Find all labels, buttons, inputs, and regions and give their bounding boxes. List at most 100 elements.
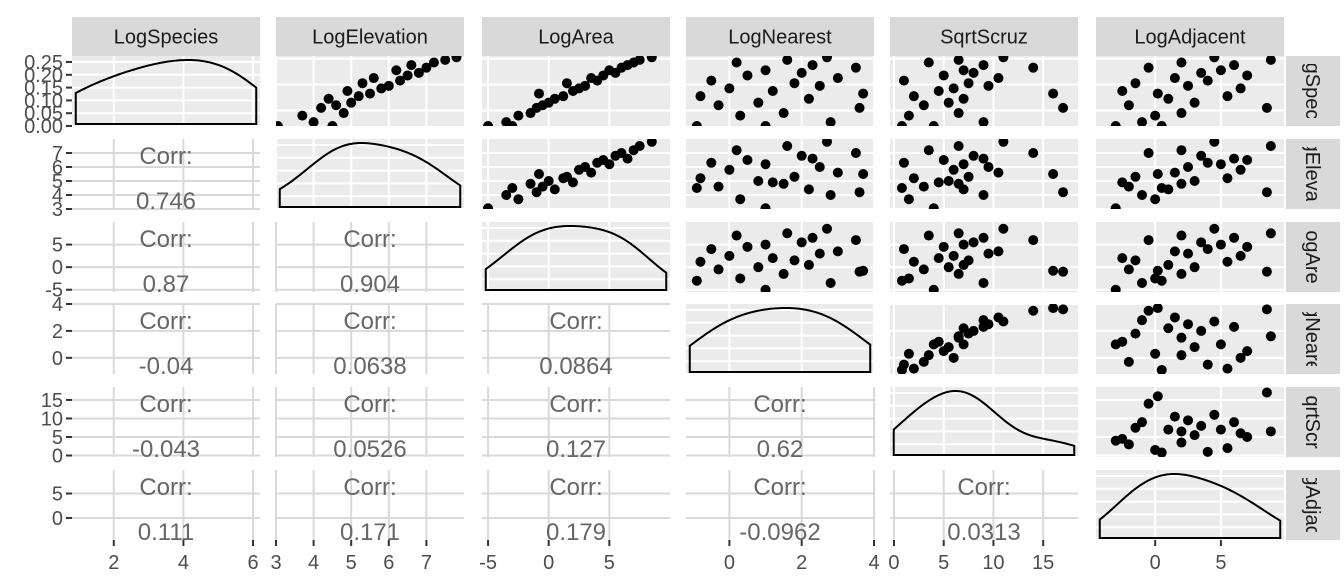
scatter-point bbox=[1110, 121, 1121, 126]
y-tick-label: 4 bbox=[52, 294, 63, 316]
y-tick-label: 7 bbox=[52, 143, 63, 165]
scatter-point bbox=[958, 65, 969, 76]
scatter-point bbox=[646, 139, 657, 147]
scatter-point bbox=[1163, 184, 1174, 195]
scatter-point bbox=[918, 181, 929, 192]
scatter-point bbox=[1176, 178, 1187, 189]
scatter-point bbox=[933, 336, 944, 347]
scatter-point bbox=[1183, 319, 1194, 330]
panel-logarea-lognearest bbox=[686, 222, 875, 292]
scatter-point bbox=[1229, 417, 1240, 428]
scatter-point bbox=[943, 262, 954, 273]
corr-label: Corr: bbox=[549, 308, 602, 335]
x-tick-label: 5 bbox=[938, 552, 949, 574]
y-axis: 0.000.050.100.150.200.2534567-5050240510… bbox=[24, 52, 72, 530]
scatter-point bbox=[1028, 235, 1039, 246]
y-tick-label: 5 bbox=[52, 235, 63, 257]
scatter-point bbox=[968, 150, 979, 161]
scatter-point bbox=[1117, 177, 1128, 188]
y-tick-label: 0 bbox=[52, 446, 63, 468]
scatter-point bbox=[724, 250, 735, 261]
x-tick-label: 2 bbox=[796, 552, 807, 574]
scatter-point bbox=[402, 70, 413, 81]
strip-right-logspecies: gSpec bbox=[1286, 56, 1340, 126]
scatter-point bbox=[1169, 246, 1180, 257]
scatter-point bbox=[1176, 437, 1187, 448]
scatter-point bbox=[1229, 232, 1240, 243]
scatter-point bbox=[1176, 268, 1187, 279]
scatter-point bbox=[858, 265, 869, 276]
corr-value: 0.62 bbox=[757, 436, 804, 463]
scatter-point bbox=[789, 171, 800, 182]
scatter-point bbox=[1189, 342, 1200, 353]
panel-background bbox=[686, 139, 874, 209]
x-tick-label: 7 bbox=[421, 552, 432, 574]
scatter-points bbox=[896, 304, 1069, 374]
scatter-point bbox=[406, 60, 417, 71]
scatter-point bbox=[923, 57, 934, 68]
scatter-point bbox=[948, 352, 959, 363]
panel-logspecies-sqrtscruz bbox=[890, 56, 1078, 126]
strip-right-logarea: ogAre bbox=[1286, 222, 1340, 292]
strip-right-sqrtscruz: qrtScr bbox=[1286, 387, 1340, 457]
y-tick-label: 0.15 bbox=[24, 78, 63, 100]
scatter-point bbox=[1169, 411, 1180, 422]
scatter-point bbox=[789, 78, 800, 89]
scatter-point bbox=[1176, 332, 1187, 343]
scatter-point bbox=[1176, 426, 1187, 437]
scatter-points bbox=[276, 56, 462, 126]
scatter-point bbox=[1242, 70, 1253, 81]
panel-logadjacent-logelevation: Corr: 0.171 bbox=[275, 470, 464, 546]
panel-lognearest-lognearest bbox=[686, 304, 875, 375]
scatter-point bbox=[1265, 228, 1276, 239]
scatter-points bbox=[896, 56, 1069, 126]
scatter-point bbox=[1235, 352, 1246, 363]
panel-background bbox=[890, 470, 1078, 540]
scatter-point bbox=[742, 70, 753, 81]
scatter-point bbox=[1209, 316, 1220, 327]
scatter-point bbox=[850, 62, 861, 73]
scatter-point bbox=[1242, 432, 1253, 442]
scatter-point bbox=[440, 56, 451, 65]
panel-logarea-logarea bbox=[482, 222, 670, 293]
scatter-point bbox=[1242, 155, 1253, 165]
scatter-point bbox=[903, 348, 914, 359]
scatter-point bbox=[483, 121, 494, 126]
scatter-point bbox=[898, 244, 909, 255]
strip-top-bg bbox=[686, 17, 874, 56]
strip-top-logelevation: LogElevation bbox=[276, 17, 464, 56]
scatter-point bbox=[695, 256, 706, 267]
strip-top-bg bbox=[276, 17, 464, 56]
panel-sqrtscruz-lognearest: Corr: 0.62 bbox=[686, 387, 875, 463]
scatter-point bbox=[933, 86, 944, 96]
strip-right-bg bbox=[1286, 387, 1340, 457]
scatter-points bbox=[691, 139, 869, 209]
strip-top-label: LogNearest bbox=[728, 27, 832, 49]
strip-right-label: gNeare bbox=[1301, 306, 1323, 372]
scatter-point bbox=[691, 121, 702, 126]
scatter-point bbox=[789, 255, 800, 266]
y-tick-label: 10 bbox=[41, 408, 63, 430]
scatter-point bbox=[1265, 56, 1276, 65]
scatter-point bbox=[923, 145, 934, 156]
scatter-point bbox=[604, 159, 615, 170]
scatter-point bbox=[1163, 323, 1174, 334]
x-tick-label: -5 bbox=[479, 552, 497, 574]
panel-background bbox=[276, 139, 464, 209]
scatter-point bbox=[963, 171, 974, 182]
scatter-points bbox=[483, 56, 657, 126]
scatter-point bbox=[525, 178, 536, 189]
scatter-point bbox=[353, 91, 364, 102]
scatter-point bbox=[1183, 248, 1194, 259]
scatter-point bbox=[796, 67, 807, 78]
scatter-point bbox=[753, 97, 764, 108]
scatter-point bbox=[1229, 153, 1240, 164]
scatter-point bbox=[760, 203, 771, 209]
scatter-point bbox=[1117, 433, 1128, 444]
scatter-point bbox=[513, 194, 524, 205]
y-tick-label: 3 bbox=[52, 199, 63, 221]
scatter-point bbox=[1202, 446, 1213, 457]
strip-top-logspecies: LogSpecies bbox=[72, 17, 260, 56]
strip-top-bg bbox=[890, 17, 1078, 56]
scatter-point bbox=[1215, 424, 1226, 435]
